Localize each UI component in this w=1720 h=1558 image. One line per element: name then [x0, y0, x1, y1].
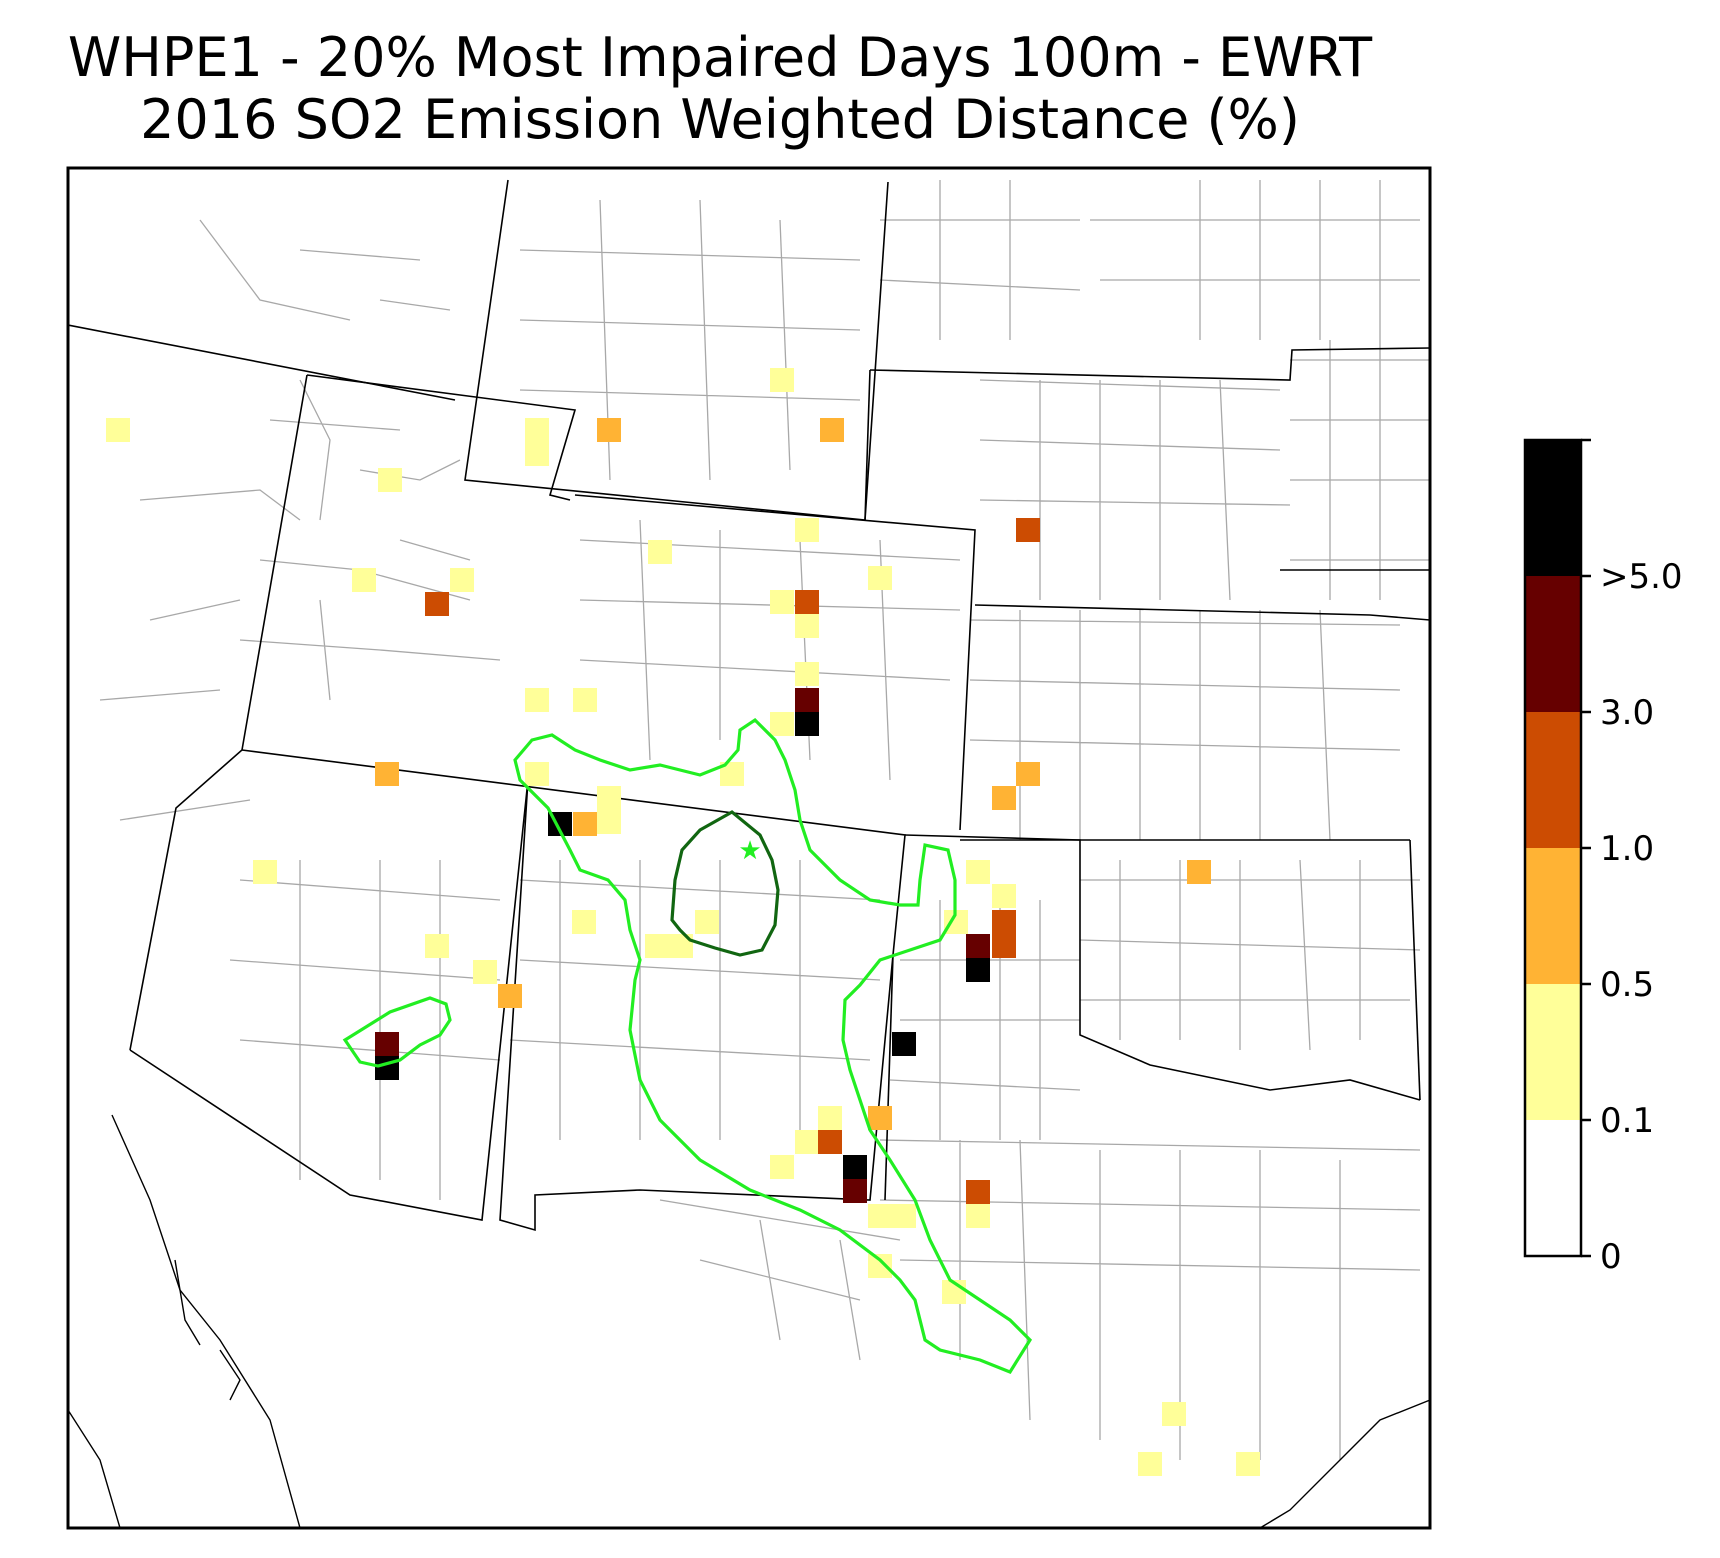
colorbar-seg-3 — [1525, 712, 1581, 848]
cell-34 — [695, 910, 719, 934]
colorbar-seg-0 — [1525, 1120, 1581, 1256]
cell-09 — [820, 418, 844, 442]
cell-36 — [425, 934, 449, 958]
colorbar-seg-5 — [1525, 440, 1581, 576]
cell-61 — [1138, 1452, 1162, 1476]
emission-cells — [106, 368, 1260, 1476]
cell-05 — [425, 592, 449, 616]
cell-10 — [1016, 518, 1040, 542]
cell-62 — [1236, 1452, 1260, 1476]
cell-35 — [645, 934, 693, 958]
cell-11 — [648, 540, 672, 564]
chart-title-line-2: 2016 SO2 Emission Weighted Distance (%) — [140, 88, 1300, 151]
cell-32 — [253, 860, 277, 884]
site-star-marker: ★ — [738, 836, 761, 866]
county-boundaries — [99, 180, 1430, 1460]
cell-44 — [966, 958, 990, 982]
cell-30 — [992, 786, 1016, 810]
cell-29 — [1016, 762, 1040, 786]
cell-25 — [375, 762, 399, 786]
map-frame — [66, 166, 1432, 1530]
cell-45 — [375, 1032, 399, 1056]
cell-38 — [498, 984, 522, 1008]
cell-56 — [966, 1180, 990, 1204]
cell-33 — [572, 910, 596, 934]
colorbar-label-0.1: 0.1 — [1600, 1101, 1655, 1141]
chart-title-line-1: WHPE1 - 20% Most Impaired Days 100m - EW… — [67, 26, 1373, 89]
cell-14 — [770, 590, 794, 614]
outer-contour-west-loop — [342, 996, 452, 1068]
cell-04 — [450, 568, 474, 592]
cell-06 — [525, 418, 549, 466]
colorbar-label-0: 0 — [1600, 1237, 1622, 1277]
cell-17 — [795, 662, 819, 686]
cell-13 — [868, 566, 892, 590]
cell-39 — [966, 860, 990, 884]
cell-47 — [892, 1032, 916, 1056]
cell-55 — [868, 1204, 916, 1228]
cell-60 — [1162, 1402, 1186, 1426]
cell-31 — [1187, 860, 1211, 884]
cell-52 — [770, 1155, 794, 1179]
cell-50 — [795, 1130, 819, 1154]
colorbar-label-1.0: 1.0 — [1600, 829, 1655, 869]
mexico-coastline — [68, 1114, 1430, 1528]
cell-02 — [378, 468, 402, 492]
cell-15 — [795, 590, 819, 614]
cell-57 — [966, 1204, 990, 1228]
cell-28 — [597, 786, 621, 834]
state-boundaries — [68, 179, 1430, 1232]
cell-03 — [352, 568, 376, 592]
cell-22 — [573, 688, 597, 712]
cell-21 — [525, 688, 549, 712]
inner-contour — [670, 810, 780, 957]
cell-12 — [795, 518, 819, 542]
cell-54 — [843, 1179, 867, 1203]
cell-01 — [106, 418, 130, 442]
colorbar-label-gt5: >5.0 — [1600, 557, 1683, 597]
colorbar-label-0.5: 0.5 — [1600, 965, 1655, 1005]
cell-37 — [473, 960, 497, 984]
colorbar-ticks — [1581, 438, 1591, 1258]
cell-27 — [573, 812, 597, 836]
cell-53 — [843, 1155, 867, 1179]
cell-19 — [795, 712, 819, 736]
outer-contour — [513, 717, 1033, 1374]
cell-58 — [868, 1254, 892, 1278]
colorbar-seg-1 — [1525, 984, 1581, 1120]
cell-48 — [818, 1106, 842, 1130]
cell-40 — [992, 884, 1016, 908]
cell-43 — [966, 934, 990, 958]
cell-42 — [992, 910, 1016, 958]
cell-07 — [597, 418, 621, 442]
cell-08 — [770, 368, 794, 392]
cell-18 — [795, 688, 819, 712]
colorbar-seg-2 — [1525, 848, 1581, 984]
cell-16 — [795, 614, 819, 638]
cell-20 — [770, 712, 794, 736]
colorbar-seg-4 — [1525, 576, 1581, 712]
colorbar — [1523, 438, 1591, 1258]
cell-49 — [868, 1106, 892, 1130]
cell-51 — [818, 1130, 842, 1154]
colorbar-label-3.0: 3.0 — [1600, 693, 1655, 733]
cell-23 — [525, 762, 549, 786]
